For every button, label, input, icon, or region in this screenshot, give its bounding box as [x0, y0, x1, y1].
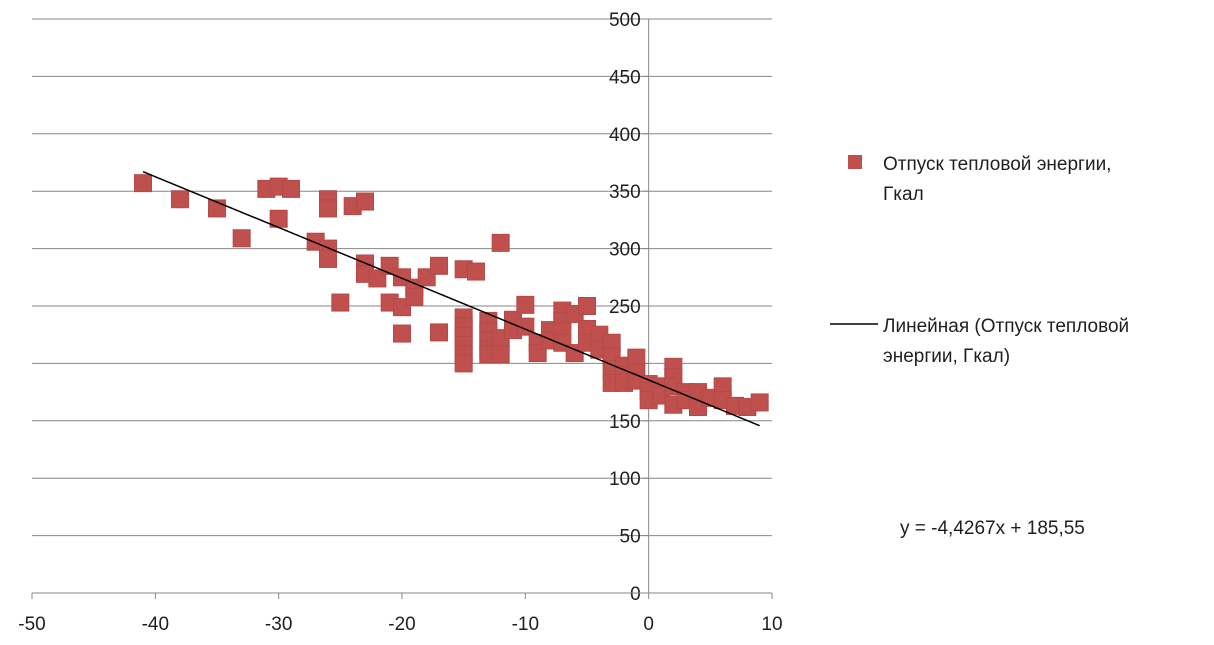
trendline-equation: y = -4,4267x + 185,55 [900, 518, 1085, 539]
data-point [455, 355, 472, 372]
x-tick-label: -30 [265, 614, 292, 635]
data-point [492, 346, 509, 363]
data-point [492, 234, 509, 251]
y-tick-label: 250 [609, 297, 641, 318]
x-tick-label: 10 [761, 614, 782, 635]
legend-label-scatter: Гкал [883, 184, 924, 205]
data-point [406, 288, 423, 305]
y-tick-label: 50 [620, 527, 641, 548]
y-tick-label: 150 [609, 412, 641, 433]
legend-label-scatter: Отпуск тепловой энергии, [883, 154, 1111, 175]
legend-label-trendline: энергии, Гкал) [883, 346, 1010, 367]
trendline [143, 172, 760, 426]
data-point [751, 394, 768, 411]
data-point [233, 230, 250, 247]
data-point [320, 250, 337, 267]
y-tick-label: 400 [609, 125, 641, 146]
data-point [172, 191, 189, 208]
data-point [579, 298, 596, 315]
y-tick-label: 450 [609, 67, 641, 88]
legend: Отпуск тепловой энергии, Гкал Линейная (От… [830, 154, 1129, 367]
y-tick-label: 300 [609, 240, 641, 261]
x-tick-label: 0 [643, 614, 654, 635]
legend-label-trendline: Линейная (Отпуск тепловой [883, 316, 1129, 337]
data-point [468, 263, 485, 280]
axes: 050100150200250300350400450500-50-40-30-… [18, 10, 782, 635]
y-tick-label: 500 [609, 10, 641, 31]
y-tick-label: 100 [609, 469, 641, 490]
data-point [332, 294, 349, 311]
x-tick-label: -40 [142, 614, 169, 635]
data-point [394, 325, 411, 342]
legend-marker-square [848, 155, 862, 169]
data-point [320, 200, 337, 217]
data-point [357, 193, 374, 210]
data-points [135, 175, 769, 416]
x-tick-label: -50 [18, 614, 45, 635]
y-tick-label: 350 [609, 182, 641, 203]
data-point [517, 296, 534, 313]
x-tick-label: -20 [388, 614, 415, 635]
data-point [283, 180, 300, 197]
data-point [431, 324, 448, 341]
data-point [135, 175, 152, 192]
trendline-layer [143, 172, 760, 426]
data-point [431, 257, 448, 274]
x-tick-label: -10 [512, 614, 539, 635]
y-tick-label: 0 [630, 584, 641, 605]
